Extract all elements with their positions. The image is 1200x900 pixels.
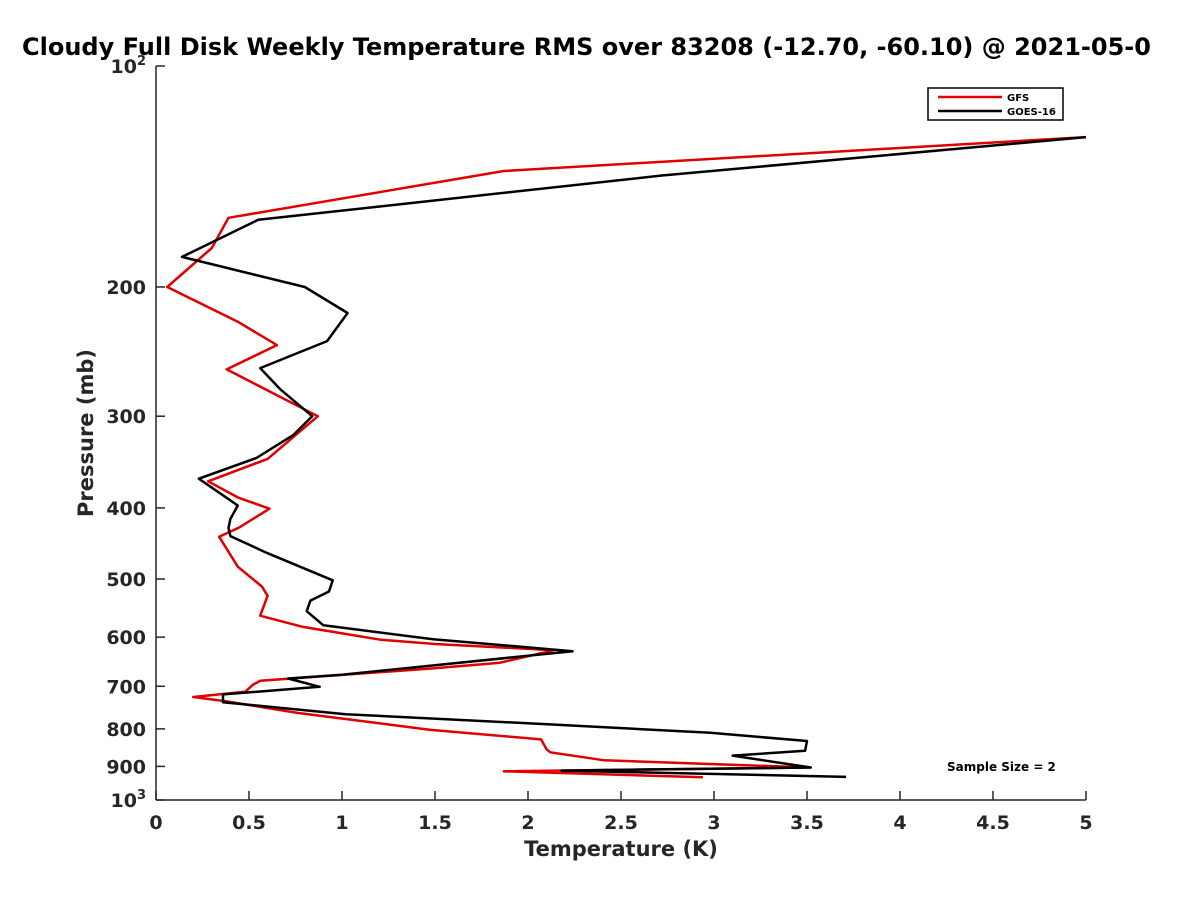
y-ticks: 102 200 300 400 500 600 700 800 900 103 xyxy=(106,54,165,812)
y-tick-label: 400 xyxy=(106,498,146,520)
series-lines xyxy=(165,135,1087,779)
y-axis-label: Pressure (mb) xyxy=(74,349,98,517)
series-line-goes16 xyxy=(180,135,1087,779)
legend-label-goes16: GOES-16 xyxy=(1007,107,1056,118)
series-line-gfs xyxy=(165,135,1087,779)
y-tick-label: 103 xyxy=(111,788,147,812)
chart-title: Cloudy Full Disk Weekly Temperature RMS … xyxy=(22,33,1151,61)
legend-label-gfs: GFS xyxy=(1007,93,1029,104)
y-tick-label: 200 xyxy=(106,277,146,299)
x-tick-label: 5 xyxy=(1079,812,1092,834)
y-tick-label: 300 xyxy=(106,406,146,428)
x-tick-label: 1.5 xyxy=(418,812,452,834)
y-tick-label: 102 xyxy=(111,54,147,78)
x-tick-label: 2 xyxy=(521,812,534,834)
y-tick-label: 900 xyxy=(106,756,146,778)
x-tick-label: 3 xyxy=(707,812,720,834)
legend-box xyxy=(927,87,1064,121)
x-tick-label: 1 xyxy=(335,812,348,834)
y-tick-label: 500 xyxy=(106,569,146,591)
sample-size-annotation: Sample Size = 2 xyxy=(947,760,1056,774)
x-tick-label: 4.5 xyxy=(976,812,1010,834)
x-axis-label: Temperature (K) xyxy=(524,837,718,861)
x-tick-label: 4 xyxy=(893,812,906,834)
plot-area: 0 0.5 1 1.5 2 2.5 3 3.5 4 4.5 5 102 200 300 400 500 600… xyxy=(106,54,1092,834)
x-tick-label: 0 xyxy=(149,812,162,834)
legend: GFS GOES-16 xyxy=(927,87,1064,121)
x-tick-label: 0.5 xyxy=(232,812,266,834)
y-tick-label: 800 xyxy=(106,719,146,741)
x-ticks: 0 0.5 1 1.5 2 2.5 3 3.5 4 4.5 5 xyxy=(149,791,1093,834)
y-tick-label: 600 xyxy=(106,627,146,649)
x-tick-label: 3.5 xyxy=(790,812,824,834)
y-tick-label: 700 xyxy=(106,676,146,698)
x-tick-label: 2.5 xyxy=(604,812,638,834)
